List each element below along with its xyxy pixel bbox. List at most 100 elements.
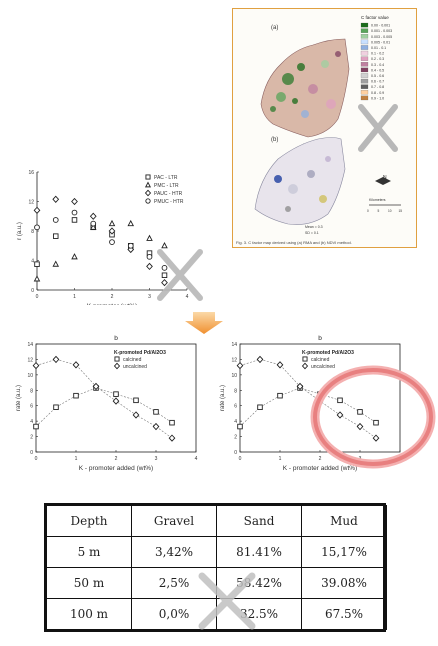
legend-swatch (360, 84, 369, 89)
header-mud: Mud (301, 505, 387, 537)
legend-swatch (360, 90, 369, 95)
legend-title: K-promoted Pd/Al2O3 (114, 350, 166, 356)
legend-item-label: 0.2 - 0.3 (371, 57, 384, 61)
data-point (237, 423, 243, 430)
legend-marker (145, 198, 151, 204)
data-point (127, 219, 135, 227)
table-cell: 3,42% (131, 536, 217, 568)
data-point (109, 239, 115, 245)
north-arrow-icon (375, 177, 391, 185)
legend-item-label: 0.001 - 0.003 (371, 29, 392, 33)
map-b-shape (254, 137, 346, 225)
table-cell: 81.41% (216, 536, 302, 568)
data-point (108, 227, 116, 235)
y-tick-label: 16 (28, 170, 34, 176)
data-point (256, 355, 264, 364)
y-tick-label: 8 (30, 388, 33, 394)
legend-label: PMUC - HTR (154, 199, 184, 205)
sediment-table: Depth Gravel Sand Mud 5 m 3,42% 81.41% 1… (46, 505, 387, 630)
x-tick-label: 0 (36, 294, 39, 300)
data-point (337, 397, 343, 404)
legend-item-label: 0.6 - 0.7 (371, 80, 384, 84)
data-point (336, 411, 344, 419)
data-point (92, 382, 100, 391)
scale-bar-label: Kilometers (369, 198, 386, 202)
data-point (71, 209, 78, 216)
legend-swatch (360, 56, 369, 61)
legend-swatch (360, 22, 369, 28)
legend-item-label: 0.4 - 0.5 (371, 68, 384, 72)
map-b-sd: SD = 0.1 (305, 231, 319, 235)
legend-swatch (360, 67, 369, 73)
y-tick-label: 0 (234, 450, 237, 456)
legend-item-label: 0.7 - 0.8 (371, 85, 384, 89)
legend-swatch (360, 39, 369, 45)
data-point (73, 392, 79, 399)
ring-annotation (310, 365, 436, 469)
x-tick-label: 1 (73, 294, 76, 300)
map-figure: (a) C factor value 0.00 - 0.001 0.001 - 0… (232, 8, 417, 248)
x-tick-label: 0 (239, 456, 242, 462)
x-tick-label: 4 (186, 294, 189, 300)
table-header-row: Depth Gravel Sand Mud (46, 505, 387, 537)
x-tick-label: 2 (115, 456, 118, 462)
y-tick-label: 0 (31, 288, 34, 294)
x-axis-label: K promoter (wt%) (87, 303, 138, 305)
y-axis-label: rate (a.u.) (220, 385, 226, 411)
legend-label: calcined (123, 357, 142, 363)
down-arrow-icon (185, 312, 223, 334)
scale-tick-label: 0 (367, 209, 369, 213)
data-point (236, 361, 244, 370)
legend-item-label: 0.5 - 0.6 (371, 74, 384, 78)
data-point (168, 434, 176, 442)
series-line (239, 387, 377, 427)
legend-swatch (360, 50, 369, 56)
legend-swatch (360, 34, 369, 39)
chart-title: b (318, 335, 322, 342)
y-tick-label: 2 (234, 435, 237, 441)
x-tick-label: 0 (35, 456, 38, 462)
data-point (133, 397, 139, 404)
data-point (52, 195, 60, 203)
data-point (52, 355, 60, 364)
data-point (113, 391, 119, 397)
legend-item-label: 0.3 - 0.4 (371, 63, 384, 67)
data-point (53, 233, 59, 239)
table-cross-icon (198, 572, 256, 630)
table-cell: 67.5% (301, 598, 387, 630)
y-tick-label: 12 (28, 200, 34, 206)
header-sand: Sand (216, 505, 302, 537)
x-axis-label: K - promoter added (wt%) (79, 465, 153, 472)
map-b-texture (274, 156, 331, 212)
y-tick-label: 6 (234, 404, 237, 410)
legend-item-label: 0.00 - 0.001 (371, 24, 390, 28)
data-point (257, 404, 263, 411)
legend-marker (145, 174, 151, 180)
legend-label: PAUC - HTR (154, 191, 183, 197)
x-tick-label: 3 (155, 456, 158, 462)
map-panel-a-label: (a) (271, 25, 278, 31)
y-axis-label: rate (a.u.) (16, 385, 22, 411)
data-point (127, 242, 134, 249)
data-point (132, 411, 140, 419)
data-point (71, 197, 78, 206)
data-point (152, 422, 160, 431)
y-tick-label: 0 (30, 450, 33, 456)
scale-tick-label: 10 (388, 209, 392, 213)
y-tick-label: 4 (234, 419, 237, 425)
table-cell: 5 m (46, 536, 132, 568)
legend-label: uncalcined (311, 364, 335, 370)
table-cell: 15,17% (301, 536, 387, 568)
data-point (373, 419, 379, 426)
x-tick-label: 3 (148, 294, 151, 300)
legend-swatch (360, 62, 369, 67)
map-legend-title: C factor value (361, 15, 389, 20)
legend-item-label: 0.003 - 0.005 (371, 35, 392, 39)
data-point (33, 275, 41, 282)
data-point (153, 409, 159, 415)
legend-swatch (360, 28, 369, 33)
y-tick-label: 10 (27, 373, 33, 379)
legend-title: K-promoted Pd/Al2O3 (302, 350, 354, 356)
scale-tick-label: 15 (399, 209, 403, 213)
